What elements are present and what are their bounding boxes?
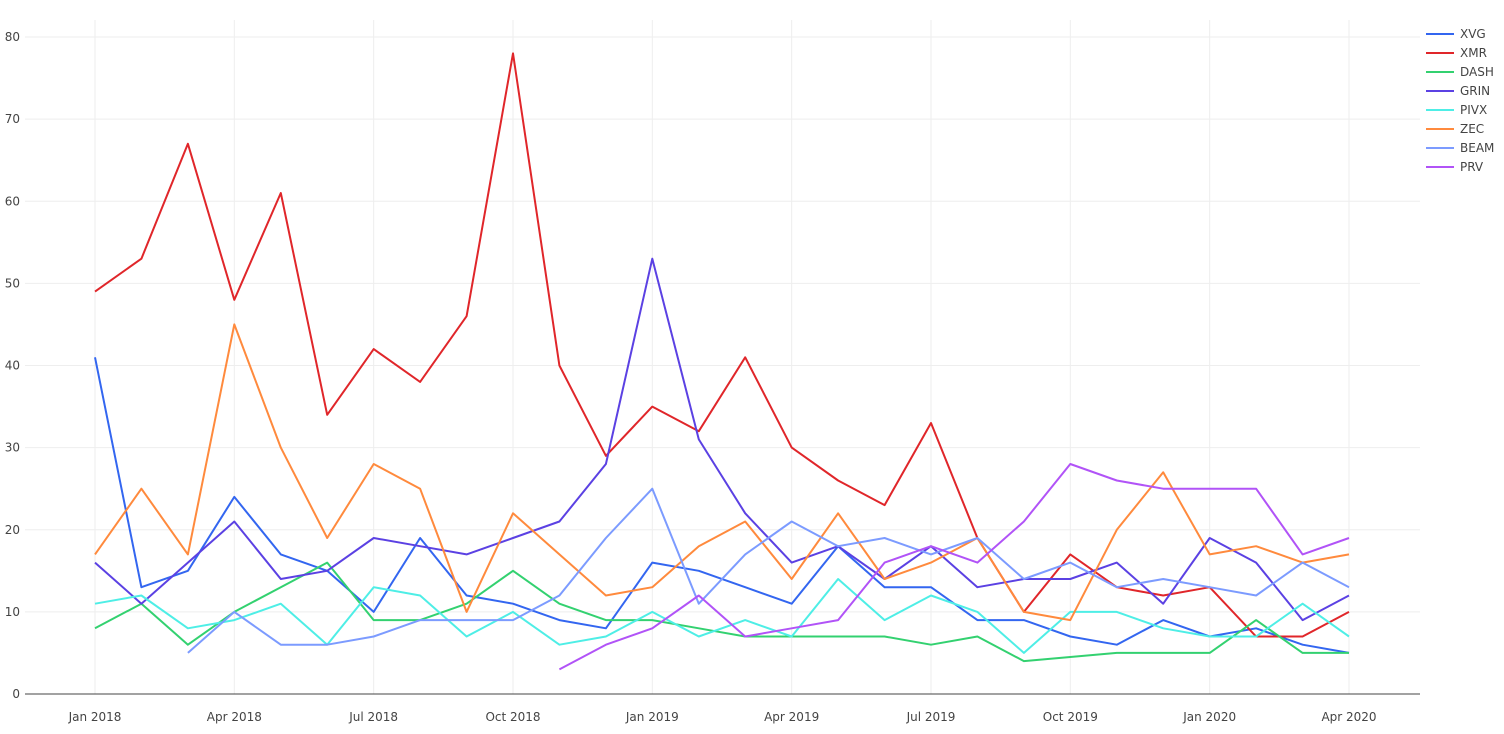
x-tick-label: Jan 2019 (625, 710, 679, 724)
legend-item-dash[interactable]: DASH (1426, 65, 1494, 79)
legend-item-beam[interactable]: BEAM (1426, 141, 1494, 155)
series-line-grin (94, 257, 1350, 622)
series-line-xmr (94, 52, 1350, 638)
legend-label: ZEC (1460, 122, 1484, 136)
y-axis: 0 10 20 30 40 50 60 70 80 (5, 30, 20, 701)
y-tick-label: 0 (12, 687, 20, 701)
y-tick-label: 10 (5, 605, 20, 619)
legend-item-pivx[interactable]: PIVX (1426, 103, 1487, 117)
y-tick-label: 60 (5, 194, 20, 208)
legend-label: XMR (1460, 46, 1487, 60)
series-line-pivx (94, 578, 1350, 654)
legend-item-xvg[interactable]: XVG (1426, 27, 1486, 41)
legend-item-prv[interactable]: PRV (1426, 160, 1484, 174)
legend-label: GRIN (1460, 84, 1490, 98)
legend-label: PRV (1460, 160, 1484, 174)
y-tick-label: 50 (5, 276, 20, 290)
grid (25, 20, 1420, 694)
x-tick-label: Jan 2020 (1182, 710, 1236, 724)
x-tick-label: Apr 2019 (764, 710, 819, 724)
legend-item-grin[interactable]: GRIN (1426, 84, 1490, 98)
x-axis: Jan 2018 Apr 2018 Jul 2018 Oct 2018 Jan 2019… (68, 710, 1377, 724)
legend-label: XVG (1460, 27, 1486, 41)
x-tick-label: Jul 2019 (906, 710, 956, 724)
legend-label: DASH (1460, 65, 1494, 79)
x-tick-label: Apr 2020 (1321, 710, 1376, 724)
x-tick-label: Jul 2018 (348, 710, 398, 724)
legend-item-zec[interactable]: ZEC (1426, 122, 1484, 136)
y-tick-label: 30 (5, 441, 20, 455)
series-line-beam (187, 487, 1350, 654)
y-tick-label: 20 (5, 523, 20, 537)
y-tick-label: 40 (5, 359, 20, 373)
x-tick-label: Oct 2018 (485, 710, 540, 724)
x-tick-label: Jan 2018 (68, 710, 122, 724)
legend[interactable]: XVG XMR DASH GRIN PIVX ZEC BEAM PRV (1426, 27, 1494, 174)
y-tick-label: 70 (5, 112, 20, 126)
series-line-zec (94, 323, 1350, 622)
legend-item-xmr[interactable]: XMR (1426, 46, 1487, 60)
legend-label: PIVX (1460, 103, 1487, 117)
legend-label: BEAM (1460, 141, 1494, 155)
y-tick-label: 80 (5, 30, 20, 44)
x-tick-label: Apr 2018 (207, 710, 262, 724)
series-lines (94, 52, 1350, 671)
series-line-prv (558, 463, 1350, 671)
series-line-xvg (94, 357, 1350, 654)
x-tick-label: Oct 2019 (1043, 710, 1098, 724)
